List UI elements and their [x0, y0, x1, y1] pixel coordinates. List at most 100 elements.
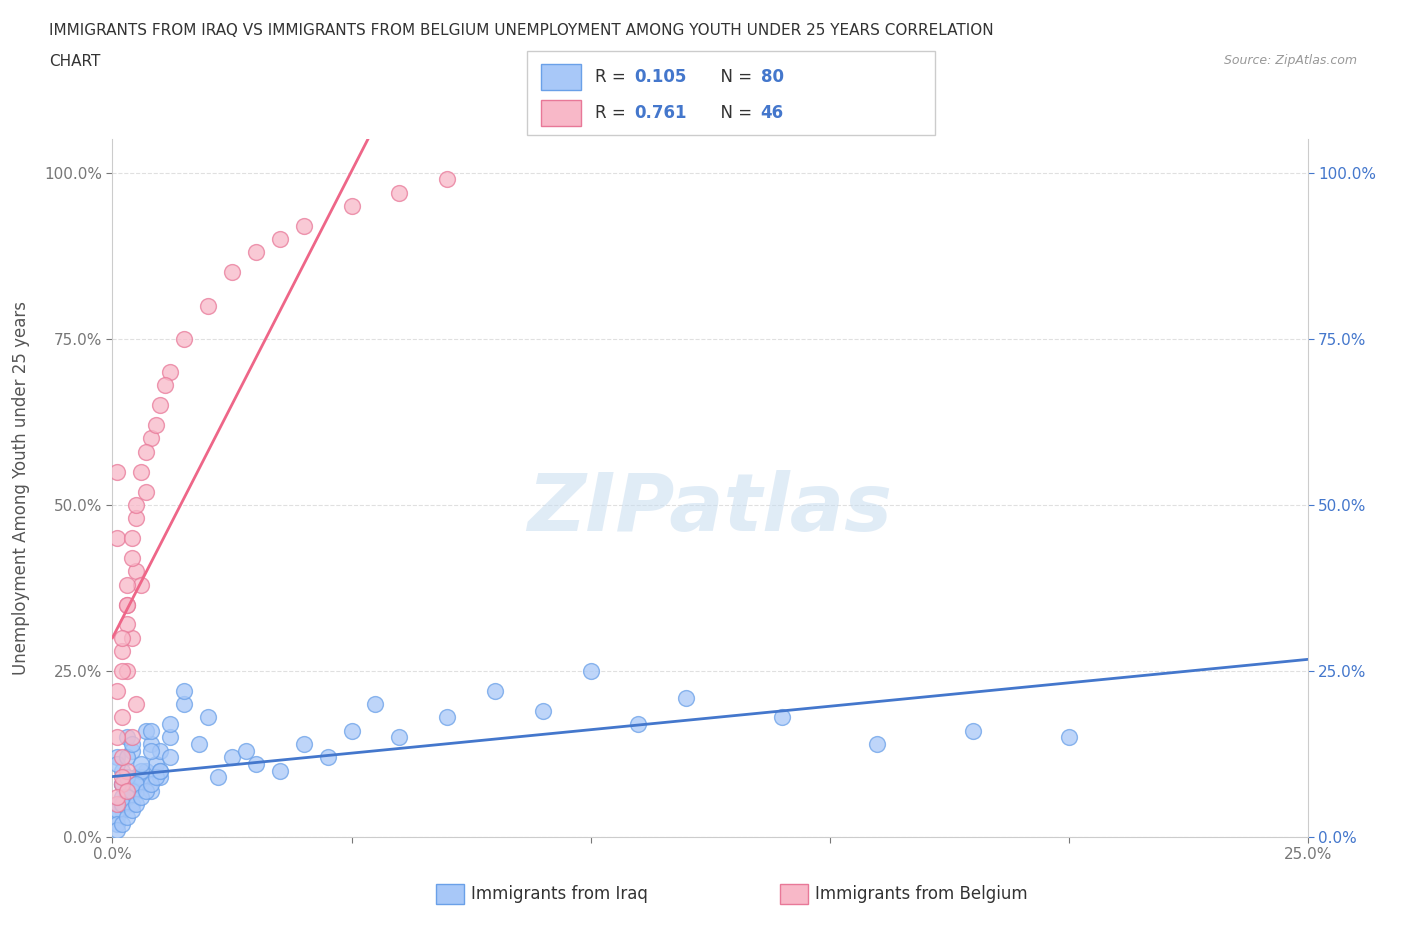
Point	[121, 796, 143, 811]
Point	[292, 219, 315, 233]
Point	[121, 783, 143, 798]
Point	[139, 724, 162, 738]
Point	[139, 737, 162, 751]
Point	[125, 511, 148, 525]
Point	[111, 770, 134, 785]
Point	[125, 498, 148, 512]
Point	[245, 756, 267, 771]
Point	[115, 597, 138, 612]
Point	[105, 730, 128, 745]
Point	[173, 697, 195, 711]
Text: N =: N =	[710, 68, 758, 86]
Point	[139, 777, 162, 791]
Point	[125, 783, 148, 798]
Point	[115, 730, 138, 745]
Point	[115, 770, 138, 785]
Point	[111, 764, 134, 778]
Point	[269, 232, 291, 246]
Point	[145, 756, 167, 771]
Point	[159, 750, 181, 764]
Point	[129, 756, 152, 771]
Point	[149, 770, 172, 785]
Point	[121, 737, 143, 751]
Point	[149, 764, 172, 778]
Point	[121, 631, 143, 645]
Point	[105, 803, 128, 817]
Point	[531, 703, 554, 718]
Point	[115, 597, 138, 612]
Point	[129, 790, 152, 804]
Point	[105, 750, 128, 764]
Point	[111, 777, 134, 791]
Point	[111, 777, 134, 791]
Point	[135, 724, 157, 738]
Text: Immigrants from Iraq: Immigrants from Iraq	[471, 884, 648, 903]
Y-axis label: Unemployment Among Youth under 25 years: Unemployment Among Youth under 25 years	[13, 301, 30, 675]
Point	[115, 617, 138, 631]
Point	[149, 764, 172, 778]
Point	[111, 777, 134, 791]
Point	[121, 743, 143, 758]
Text: R =: R =	[595, 68, 631, 86]
Point	[139, 431, 162, 445]
Text: Source: ZipAtlas.com: Source: ZipAtlas.com	[1223, 54, 1357, 67]
Point	[135, 764, 157, 778]
Point	[364, 697, 387, 711]
Point	[125, 777, 148, 791]
Text: Immigrants from Belgium: Immigrants from Belgium	[815, 884, 1028, 903]
Point	[579, 663, 602, 678]
Point	[207, 770, 229, 785]
Point	[115, 663, 138, 678]
Text: 0.105: 0.105	[634, 68, 686, 86]
Text: ZIPatlas: ZIPatlas	[527, 471, 893, 548]
Point	[129, 578, 152, 592]
Point	[115, 790, 138, 804]
Point	[111, 644, 134, 658]
Text: N =: N =	[710, 103, 758, 122]
Point	[159, 717, 181, 732]
Point	[111, 803, 134, 817]
Text: 46: 46	[761, 103, 783, 122]
Point	[121, 803, 143, 817]
Point	[149, 398, 172, 413]
Point	[159, 365, 181, 379]
Point	[340, 724, 363, 738]
Point	[173, 684, 195, 698]
Point	[197, 299, 219, 313]
Point	[145, 418, 167, 432]
Point	[105, 817, 128, 831]
Text: 80: 80	[761, 68, 783, 86]
Point	[675, 690, 697, 705]
Point	[121, 531, 143, 546]
Point	[484, 684, 506, 698]
Point	[340, 198, 363, 213]
Point	[235, 743, 257, 758]
Point	[105, 756, 128, 771]
Point	[962, 724, 984, 738]
Point	[111, 663, 134, 678]
Point	[125, 796, 148, 811]
Point	[105, 684, 128, 698]
Point	[316, 750, 339, 764]
Point	[129, 764, 152, 778]
Point	[111, 796, 134, 811]
Point	[115, 750, 138, 764]
Point	[111, 790, 134, 804]
Point	[105, 796, 128, 811]
Point	[125, 770, 148, 785]
Point	[105, 790, 128, 804]
Point	[121, 551, 143, 565]
Point	[105, 464, 128, 479]
Point	[1057, 730, 1080, 745]
Text: 0.761: 0.761	[634, 103, 686, 122]
Point	[115, 810, 138, 825]
Point	[129, 770, 152, 785]
Point	[125, 564, 148, 578]
Point	[125, 697, 148, 711]
Point	[139, 783, 162, 798]
Point	[269, 764, 291, 778]
Point	[135, 485, 157, 499]
Point	[221, 265, 243, 280]
Point	[115, 764, 138, 778]
Point	[245, 245, 267, 259]
